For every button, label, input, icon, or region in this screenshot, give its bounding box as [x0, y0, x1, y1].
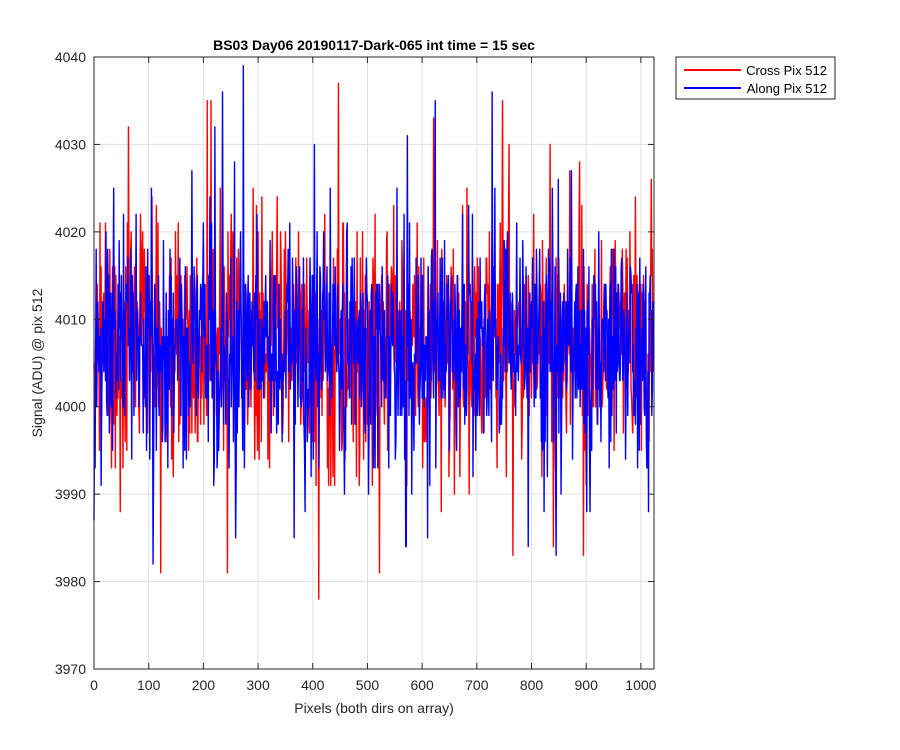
x-tick-label: 1000 — [625, 677, 656, 693]
legend-box — [675, 56, 836, 100]
y-axis-label: Signal (ADU) @ pix 512 — [29, 288, 45, 437]
y-tick-label: 3990 — [55, 486, 86, 502]
x-axis-label: Pixels (both dirs on array) — [294, 700, 454, 716]
plot-frame — [93, 56, 655, 670]
x-tick-label: 800 — [520, 677, 544, 693]
legend: Cross Pix 512 Along Pix 512 — [675, 56, 836, 100]
x-tick-label: 400 — [301, 677, 325, 693]
x-axis: 0 100 200 300 400 500 600 700 800 900 1000 — [90, 57, 657, 693]
y-tick-label: 4030 — [55, 136, 86, 152]
y-tick-label: 3970 — [55, 661, 86, 677]
y-tick-label: 4020 — [55, 224, 86, 240]
y-tick-label: 4040 — [55, 49, 86, 65]
x-tick-label: 500 — [356, 677, 380, 693]
x-tick-label: 200 — [192, 677, 216, 693]
legend-label-along: Along Pix 512 — [747, 81, 827, 96]
x-tick-label: 900 — [575, 677, 599, 693]
x-tick-label: 700 — [465, 677, 489, 693]
y-axis: 3970 3980 3990 4000 4010 4020 4030 4040 — [55, 49, 654, 677]
chart-title: BS03 Day06 20190117-Dark-065 int time = … — [213, 37, 535, 53]
y-tick-label: 4000 — [55, 399, 86, 415]
legend-label-cross: Cross Pix 512 — [746, 63, 827, 78]
x-tick-label: 600 — [410, 677, 434, 693]
y-tick-label: 3980 — [55, 574, 86, 590]
y-tick-label: 4010 — [55, 311, 86, 327]
series-layer — [93, 65, 655, 600]
x-tick-label: 300 — [246, 677, 270, 693]
x-tick-label: 100 — [137, 677, 161, 693]
series-line-along-pix-512 — [93, 65, 655, 565]
x-tick-label: 0 — [90, 677, 98, 693]
